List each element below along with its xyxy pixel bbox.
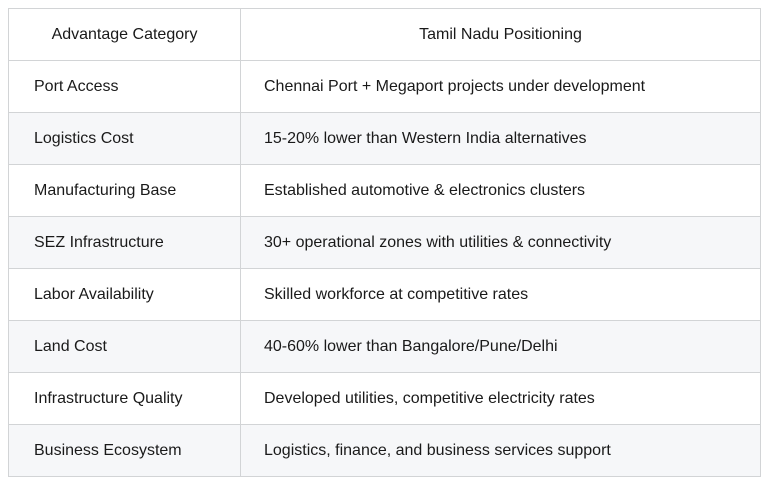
column-header-tamil-nadu-positioning: Tamil Nadu Positioning	[240, 8, 761, 61]
category-cell: Business Ecosystem	[8, 424, 241, 477]
advantage-comparison-table: Advantage Category Tamil Nadu Positionin…	[8, 8, 761, 477]
table-row: Logistics Cost 15-20% lower than Western…	[8, 112, 761, 165]
positioning-cell: 30+ operational zones with utilities & c…	[240, 216, 761, 269]
column-header-advantage-category: Advantage Category	[8, 8, 241, 61]
positioning-cell: Chennai Port + Megaport projects under d…	[240, 60, 761, 113]
category-cell: Infrastructure Quality	[8, 372, 241, 425]
category-cell: Logistics Cost	[8, 112, 241, 165]
category-cell: Land Cost	[8, 320, 241, 373]
table-row: Infrastructure Quality Developed utiliti…	[8, 372, 761, 425]
table-row: SEZ Infrastructure 30+ operational zones…	[8, 216, 761, 269]
table-row: Business Ecosystem Logistics, finance, a…	[8, 424, 761, 477]
positioning-cell: 15-20% lower than Western India alternat…	[240, 112, 761, 165]
category-cell: Port Access	[8, 60, 241, 113]
category-cell: Labor Availability	[8, 268, 241, 321]
table-row: Labor Availability Skilled workforce at …	[8, 268, 761, 321]
table-header-row: Advantage Category Tamil Nadu Positionin…	[8, 8, 761, 61]
positioning-cell: Developed utilities, competitive electri…	[240, 372, 761, 425]
positioning-cell: 40-60% lower than Bangalore/Pune/Delhi	[240, 320, 761, 373]
positioning-cell: Established automotive & electronics clu…	[240, 164, 761, 217]
category-cell: Manufacturing Base	[8, 164, 241, 217]
positioning-cell: Logistics, finance, and business service…	[240, 424, 761, 477]
table-row: Land Cost 40-60% lower than Bangalore/Pu…	[8, 320, 761, 373]
category-cell: SEZ Infrastructure	[8, 216, 241, 269]
table-row: Port Access Chennai Port + Megaport proj…	[8, 60, 761, 113]
positioning-cell: Skilled workforce at competitive rates	[240, 268, 761, 321]
table-row: Manufacturing Base Established automotiv…	[8, 164, 761, 217]
